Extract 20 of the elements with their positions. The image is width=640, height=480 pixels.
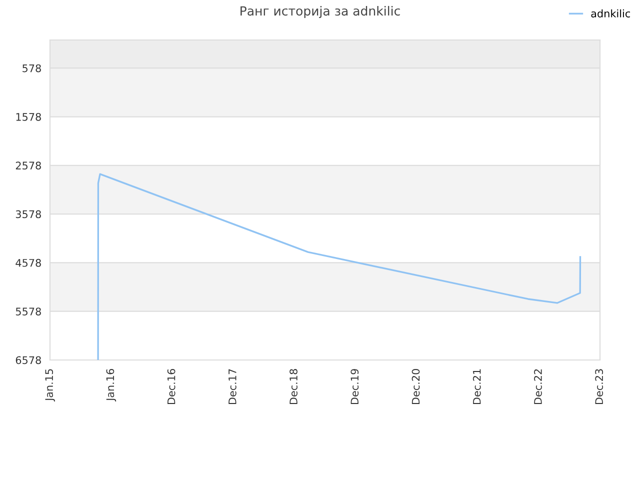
x-tick-label: Dec.16 xyxy=(167,368,176,404)
y-tick-label: 5578 xyxy=(16,308,41,316)
x-tick-label: Dec.22 xyxy=(534,369,542,404)
x-tick-label: Dec.17 xyxy=(228,369,236,404)
x-tick-label: Dec.23 xyxy=(595,369,604,404)
y-tick-label: 2578 xyxy=(16,162,41,170)
y-tick-label: 4578 xyxy=(16,258,41,267)
y-tick-label: 1578 xyxy=(16,112,41,121)
x-tick-label: Jan.16 xyxy=(106,368,116,402)
chart-title: Ранг историја за adnkilic xyxy=(240,6,400,18)
y-tick-label: 6578 xyxy=(16,356,41,364)
x-tick-label: Dec.21 xyxy=(472,369,481,404)
x-tick-label: Dec.18 xyxy=(290,369,298,404)
line-series xyxy=(97,173,582,360)
y-tick-label: 578 xyxy=(22,64,41,72)
y-tick-label: 3578 xyxy=(16,210,41,218)
legend-label: adnkilic xyxy=(591,9,630,18)
x-tick-label: Dec.20 xyxy=(412,369,420,404)
x-tick-label: Dec.19 xyxy=(350,369,359,404)
x-tick-label: Jan.15 xyxy=(45,369,55,402)
